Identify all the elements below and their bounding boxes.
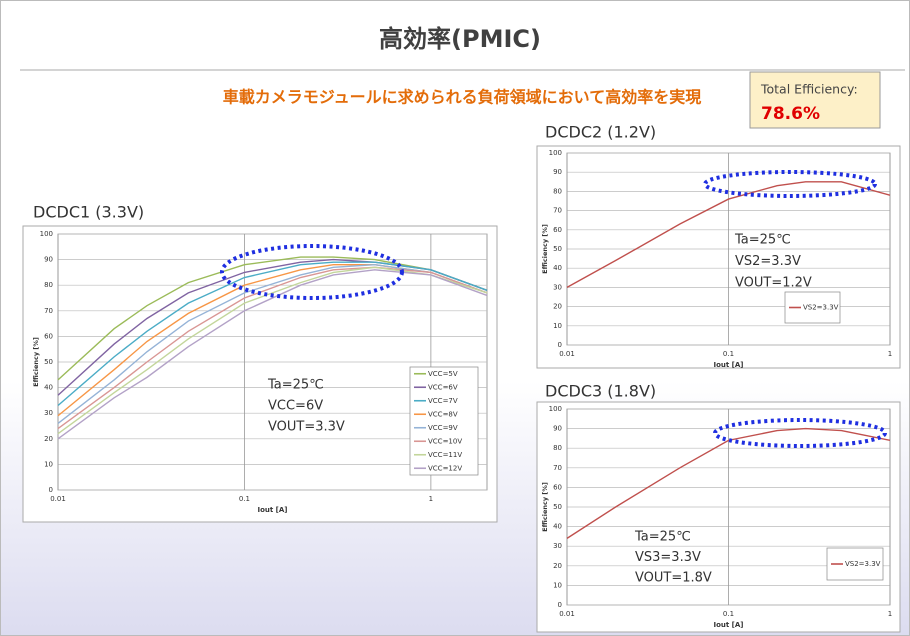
y-tick-label: 10: [44, 460, 53, 468]
highlight-ellipse: [220, 244, 404, 300]
annotation: VOUT=1.2V: [735, 276, 812, 291]
annotation: VCC=6V: [268, 399, 323, 414]
y-tick-label: 0: [558, 601, 562, 609]
x-tick-label: 0.01: [559, 350, 575, 358]
y-tick-label: 90: [553, 168, 562, 176]
annotation: VS2=3.3V: [735, 254, 801, 269]
legend-label: VCC=5V: [428, 370, 458, 378]
y-tick-label: 20: [553, 562, 562, 570]
y-tick-label: 0: [558, 341, 562, 349]
summary-label: Total Efficiency:: [760, 82, 858, 97]
y-tick-label: 40: [553, 264, 562, 272]
legend-label: VCC=7V: [428, 397, 458, 405]
summary-box: [749, 71, 881, 129]
y-tick-label: 50: [44, 358, 53, 366]
y-tick-label: 30: [553, 542, 562, 550]
annotation: VOUT=3.3V: [268, 420, 345, 435]
legend-label: VCC=8V: [428, 410, 458, 418]
y-axis-label: Efficiency [%]: [32, 337, 40, 387]
y-tick-label: 40: [44, 384, 53, 392]
chart-title: DCDC2 (1.2V): [545, 123, 656, 142]
annotation: VOUT=1.8V: [635, 571, 712, 586]
x-axis-label: Iout [A]: [714, 361, 744, 369]
summary-value: 78.6%: [761, 104, 820, 124]
legend-label: VCC=12V: [428, 464, 462, 472]
y-tick-label: 60: [553, 483, 562, 491]
y-axis-label: Efficiency [%]: [541, 482, 549, 532]
annotation: VS3=3.3V: [635, 550, 701, 565]
series-line: [566, 427, 891, 539]
y-tick-label: 20: [44, 435, 53, 443]
y-tick-label: 60: [44, 332, 53, 340]
legend-box: [409, 366, 479, 476]
x-axis-label: Iout [A]: [714, 621, 744, 629]
y-tick-label: 50: [553, 245, 562, 253]
slide-title: 高効率(PMIC): [379, 25, 541, 53]
y-tick-label: 90: [44, 256, 53, 264]
y-tick-label: 70: [44, 307, 53, 315]
y-tick-label: 50: [553, 503, 562, 511]
y-tick-label: 20: [553, 303, 562, 311]
y-axis-label: Efficiency [%]: [541, 224, 549, 274]
highlight-ellipse: [703, 170, 877, 198]
series-line: [57, 264, 488, 424]
slide-subtitle: 車載カメラモジュールに求められる負荷領域において高効率を実現: [223, 88, 701, 107]
x-tick-label: 0.1: [723, 350, 734, 358]
series-line: [566, 181, 891, 289]
y-tick-label: 100: [40, 230, 53, 238]
annotation: Ta=25℃: [634, 530, 691, 545]
chart-title: DCDC1 (3.3V): [33, 203, 144, 222]
y-tick-label: 80: [553, 444, 562, 452]
x-tick-label: 1: [429, 495, 433, 503]
annotation: Ta=25℃: [267, 378, 324, 393]
legend-label: VCC=10V: [428, 437, 462, 445]
chart-title: DCDC3 (1.8V): [545, 382, 656, 401]
series-line: [57, 256, 488, 381]
x-axis-label: Iout [A]: [258, 506, 288, 514]
x-tick-label: 0.1: [723, 610, 734, 618]
y-tick-label: 70: [553, 464, 562, 472]
y-tick-label: 30: [553, 283, 562, 291]
y-tick-label: 10: [553, 581, 562, 589]
x-tick-label: 1: [888, 610, 892, 618]
y-tick-label: 10: [553, 322, 562, 330]
annotation: Ta=25℃: [734, 233, 791, 248]
y-tick-label: 40: [553, 523, 562, 531]
y-tick-label: 80: [553, 187, 562, 195]
legend-label: VCC=11V: [428, 451, 462, 459]
legend-label: VCC=6V: [428, 383, 458, 391]
x-tick-label: 0.1: [239, 495, 250, 503]
x-tick-label: 1: [888, 350, 892, 358]
highlight-ellipse: [713, 418, 887, 448]
y-tick-label: 90: [553, 425, 562, 433]
y-tick-label: 30: [44, 409, 53, 417]
y-tick-label: 100: [549, 405, 562, 413]
y-tick-label: 60: [553, 226, 562, 234]
legend-label: VCC=9V: [428, 424, 458, 432]
legend-label: VS2=3.3V: [845, 560, 881, 568]
y-tick-label: 80: [44, 281, 53, 289]
legend-label: VS2=3.3V: [803, 304, 839, 312]
x-tick-label: 0.01: [559, 610, 575, 618]
y-tick-label: 100: [549, 149, 562, 157]
series-line: [57, 261, 488, 407]
y-tick-label: 70: [553, 207, 562, 215]
y-tick-label: 0: [49, 486, 53, 494]
x-tick-label: 0.01: [50, 495, 66, 503]
